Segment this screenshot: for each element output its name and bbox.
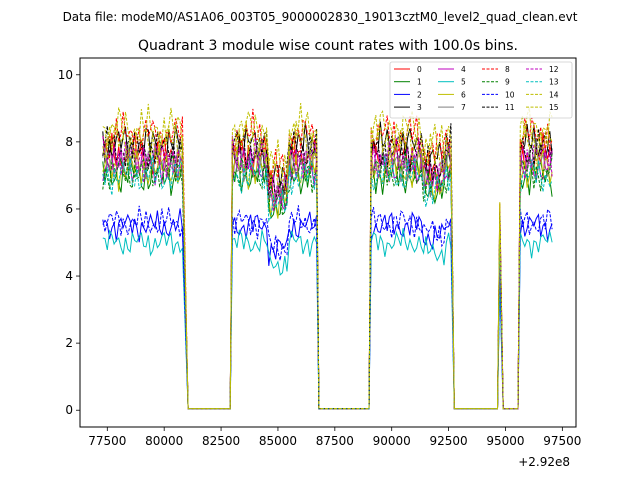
- y-axis: 0 2 4 6 8 10: [58, 68, 80, 417]
- x-axis: 77500 80000 82500 85000 87500 90000 92500 95000…: [88, 427, 581, 448]
- x-tick-label: 90000: [373, 434, 411, 448]
- y-tick-label: 0: [65, 403, 73, 417]
- series-line-13: [102, 155, 553, 410]
- series-line-9: [102, 149, 553, 410]
- series-line-10: [102, 205, 553, 410]
- legend-label-14: 14: [549, 90, 559, 99]
- x-tick-label: 80000: [145, 434, 183, 448]
- legend-label-12: 12: [549, 65, 559, 74]
- y-tick-label: 8: [65, 135, 73, 149]
- series-line-14: [102, 103, 553, 410]
- legend-label-0: 0: [417, 65, 422, 74]
- legend-label-3: 3: [417, 103, 422, 112]
- legend-label-6: 6: [461, 90, 466, 99]
- legend-label-5: 5: [461, 78, 466, 87]
- series-line-12: [102, 135, 553, 410]
- x-tick-label: 87500: [316, 434, 354, 448]
- legend-label-7: 7: [461, 103, 466, 112]
- series-line-1: [102, 154, 553, 410]
- figure-suptitle: Data file: modeM0/AS1A06_003T05_90000028…: [63, 10, 578, 24]
- y-tick-label: 4: [65, 269, 73, 283]
- plot-frame: [79, 57, 577, 428]
- series-line-5: [102, 228, 553, 410]
- legend-label-9: 9: [505, 78, 510, 87]
- legend-label-4: 4: [461, 65, 466, 74]
- legend-label-10: 10: [505, 90, 515, 99]
- legend-label-13: 13: [549, 78, 559, 87]
- legend-label-1: 1: [417, 78, 422, 87]
- legend-label-8: 8: [505, 65, 510, 74]
- x-tick-label: 82500: [202, 434, 240, 448]
- chart-title: Quadrant 3 module wise count rates with …: [138, 38, 518, 54]
- x-tick-label: 97500: [543, 434, 581, 448]
- x-offset-label: +2.92e8: [518, 455, 570, 469]
- series-line-11: [102, 123, 553, 410]
- legend-box: [389, 61, 573, 119]
- series-line-0: [102, 131, 553, 410]
- legend-label-11: 11: [505, 103, 515, 112]
- y-tick-label: 6: [65, 202, 73, 216]
- series-line-15: [102, 120, 553, 410]
- y-tick-label: 2: [65, 336, 73, 350]
- x-tick-label: 95000: [486, 434, 524, 448]
- legend-label-2: 2: [417, 90, 422, 99]
- x-tick-label: 92500: [429, 434, 467, 448]
- x-tick-label: 85000: [259, 434, 297, 448]
- y-tick-label: 10: [58, 68, 73, 82]
- x-tick-label: 77500: [88, 434, 126, 448]
- series-line-2: [102, 208, 553, 410]
- series-line-8: [102, 108, 553, 410]
- legend-label-15: 15: [549, 103, 559, 112]
- series-layer: [102, 103, 553, 410]
